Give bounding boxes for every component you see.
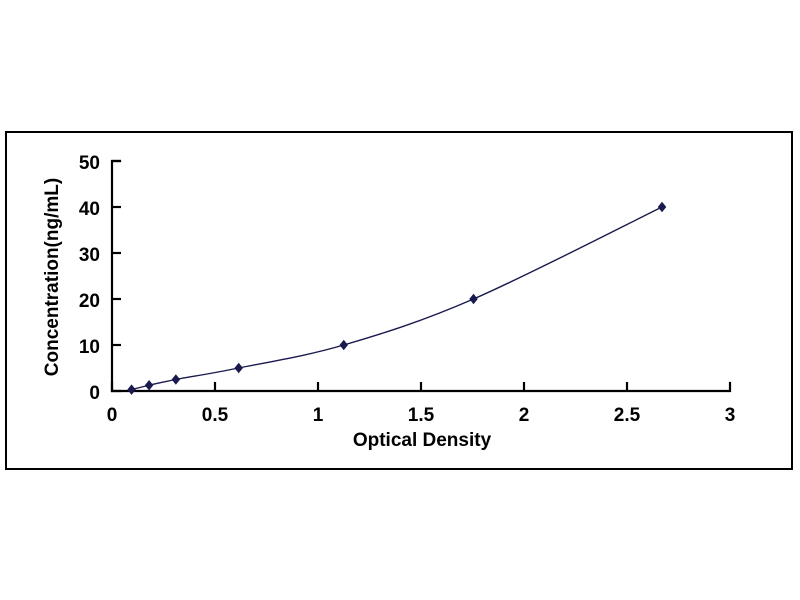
x-tick-label-0: 0 xyxy=(107,405,118,426)
x-tick-label-1point5: 1.5 xyxy=(408,405,435,426)
data-series-layer xyxy=(127,201,667,395)
y-axis xyxy=(110,159,122,393)
y-axis-title: Concentration(ng/mL) xyxy=(42,178,63,376)
x-axis xyxy=(110,381,732,393)
y-axis-line xyxy=(110,159,122,393)
y-tick-label-20: 20 xyxy=(79,291,100,312)
x-tick-label-1: 1 xyxy=(313,405,324,426)
y-tick-label-30: 30 xyxy=(79,245,100,266)
data-point-marker[interactable] xyxy=(234,362,243,374)
data-point-marker[interactable] xyxy=(144,380,154,391)
data-point-marker[interactable] xyxy=(339,339,349,351)
x-axis-title: Optical Density xyxy=(353,430,492,451)
series-line-0 xyxy=(131,206,663,391)
x-tick-label-2point5: 2.5 xyxy=(614,405,641,426)
chart-border-frame xyxy=(5,131,793,470)
y-tick-label-50: 50 xyxy=(79,153,100,174)
x-tick-label-2: 2 xyxy=(519,405,530,426)
data-point-marker[interactable] xyxy=(469,293,478,305)
data-point-marker[interactable] xyxy=(127,384,136,395)
y-tick-label-10: 10 xyxy=(79,337,100,358)
x-tick-label-3: 3 xyxy=(725,405,736,426)
y-tick-label-40: 40 xyxy=(79,199,100,220)
data-point-marker[interactable] xyxy=(171,374,181,385)
x-tick-label-0point5: 0.5 xyxy=(202,405,229,426)
y-tick-label-0: 0 xyxy=(89,383,100,404)
data-point-marker[interactable] xyxy=(657,201,667,213)
